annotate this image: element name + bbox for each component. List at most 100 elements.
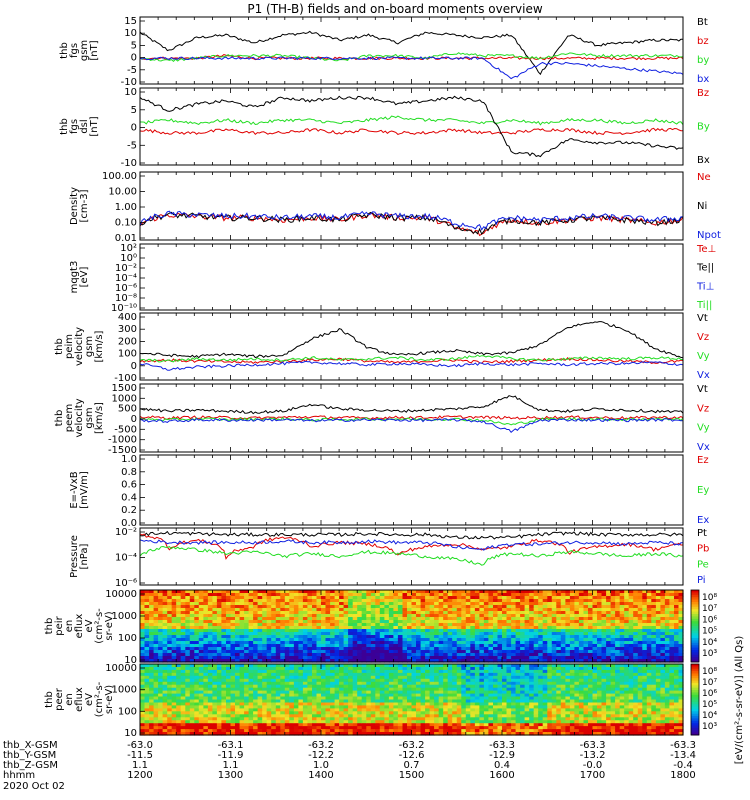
y-tick-label: 200 <box>118 336 137 347</box>
y-tick-label: -10 <box>121 77 137 88</box>
y-tick-label: 0.10 <box>115 218 137 229</box>
colorbar-tick-label: 10⁷ <box>702 678 717 688</box>
y-axis-label-line: sr-eV) <box>104 611 115 640</box>
panel-temperature: Te⊥ Te|| Ti⊥ Ti|| 10²10⁰10⁻²10⁻⁴10⁻⁶10⁻⁸10⁻¹… <box>69 243 716 314</box>
y-axis-label-line: eflux <box>74 687 85 712</box>
y-axis-label-line: eV <box>84 619 95 632</box>
y-tick-label: 400 <box>118 312 137 323</box>
y-axis-label-line: [mV/m] <box>79 471 90 509</box>
y-tick-label: 1.00 <box>115 202 137 213</box>
y-axis-label-line: thb <box>54 338 65 355</box>
x-axis-tick-value: -12.2 <box>308 750 334 761</box>
y-axis-label: thb peem velocity gsm [km/s] <box>54 398 105 437</box>
y-axis-label-line: thb <box>59 42 70 59</box>
y-axis-label-line: gsm <box>79 40 90 61</box>
x-axis-tick-value: 1600 <box>489 770 514 781</box>
y-axis-label-line: thb <box>54 410 65 427</box>
colorbar-tick-label: 10⁶ <box>702 615 717 625</box>
x-axis-tick-value: -13.2 <box>580 750 606 761</box>
legend-label-pt: Pt <box>697 528 707 539</box>
y-tick-label: -5 <box>127 65 137 76</box>
panel-frame <box>139 527 684 586</box>
panel-fgs-dsl: Bz By Bx 10 5 0 -5 -10 thb fgs dsl [nT] <box>59 87 710 169</box>
legend-label-vx: Vx <box>697 442 710 453</box>
series-line-vx <box>139 417 684 434</box>
x-axis-tick-value: 1.1 <box>223 760 239 771</box>
colorbar-tick-label: 10⁷ <box>702 604 717 614</box>
y-axis-label-line: E=-VxB <box>69 471 80 508</box>
x-axis-tick-value: -63.3 <box>489 740 515 751</box>
y-tick-label: -10 <box>121 158 137 169</box>
series-line-bx <box>139 95 684 158</box>
y-axis-label: mqgt3 [eV] <box>69 261 90 294</box>
panel-efield: Ez Ey Ex 1.0 0.8 0.60.4 0.2 0.0 E=-VxB [mV/m] <box>69 454 709 529</box>
y-tick-label: 1000 <box>112 685 137 696</box>
y-axis-label: E=-VxB [mV/m] <box>69 471 90 509</box>
y-axis-label-line: en <box>64 620 75 633</box>
legend-label-pi: Pi <box>697 575 706 586</box>
y-tick-label: 1.0 <box>121 454 137 465</box>
x-axis-tick-value: -11.5 <box>127 750 153 761</box>
y-axis-label-line: velocity <box>74 398 85 437</box>
y-tick-label: 1000 <box>112 611 137 622</box>
x-axis-tick-value: 1700 <box>580 770 605 781</box>
colorbar-tick-label: 10³ <box>702 649 717 659</box>
y-axis-label-line: [eV] <box>79 267 90 288</box>
y-tick-label: 0 <box>131 361 137 372</box>
series-line-bz <box>139 127 684 136</box>
series-line-ni <box>139 211 684 235</box>
panel-frame <box>139 171 684 241</box>
y-axis-label-line: velocity <box>74 327 85 366</box>
x-axis-tick-value: -63.3 <box>670 740 696 751</box>
y-tick-label: 10 <box>124 28 137 39</box>
y-tick-label: 15 <box>124 16 137 27</box>
x-axis-row-label: thb_Y-GSM <box>3 750 56 761</box>
series-line-vt <box>139 321 684 359</box>
series-line-vy <box>139 354 683 363</box>
y-tick-label: 0 <box>131 53 137 64</box>
panel-pressure: Pt Pb Pe Pi 10⁻² 10⁻⁴ 10⁻⁶ Pressure [nPa] <box>69 527 709 589</box>
figure-title: P1 (TH-B) fields and on-board moments ov… <box>247 2 543 16</box>
y-tick-label: 0.8 <box>121 467 137 478</box>
x-axis-tick-value: -63.3 <box>580 740 606 751</box>
y-axis-label-line: peem <box>64 404 75 432</box>
y-tick-label: 10⁻² <box>115 263 137 274</box>
y-axis-label-line: eV <box>84 693 95 706</box>
y-axis-label: Pressure [nPa] <box>69 535 90 578</box>
legend-label-ni: Ni <box>697 201 707 212</box>
y-tick-label: 10000 <box>105 663 137 674</box>
y-tick-label: -5 <box>127 140 137 151</box>
x-axis-table: thb_X-GSM -63.0 -63.1 -63.2 -63.2 -63.3 -63.3-… <box>3 740 696 792</box>
y-axis-label: thb fgs gsm [nT] <box>59 40 100 61</box>
y-tick-label: 10 <box>124 655 137 666</box>
y-tick-label: 10 <box>124 728 137 739</box>
y-axis-label-line: gsm <box>84 336 95 357</box>
heatmap-cells <box>140 590 684 663</box>
series-line-pe <box>139 545 684 566</box>
x-axis-tick-value: -63.2 <box>399 740 425 751</box>
y-axis-label-line: mqgt3 <box>69 261 80 294</box>
panel-frame <box>139 243 684 311</box>
y-tick-label: 0.6 <box>121 480 137 491</box>
legend-label-bx: Bx <box>697 155 710 166</box>
y-tick-label: 5 <box>131 40 137 51</box>
y-axis-label-line: [nPa] <box>79 543 90 569</box>
y-axis-label-line: sr-eV) <box>104 685 115 714</box>
panel-density: Ne Ni Npot 100.00 10.00 1.00 0.10 0.01 Density [c… <box>69 171 721 244</box>
x-axis-date: 2020 Oct 02 <box>3 781 65 792</box>
x-axis-tick-value: 1.1 <box>132 760 148 771</box>
colorbar-tick-label: 10³ <box>702 722 717 732</box>
series-line-pi <box>139 539 684 551</box>
y-tick-label: 0.01 <box>115 233 137 244</box>
x-axis-row-label: hhmm <box>3 770 35 781</box>
y-tick-label: 5 <box>131 105 137 116</box>
x-axis-tick-value: -63.1 <box>218 740 244 751</box>
y-axis-label-line: dsl <box>79 119 90 133</box>
y-tick-label: 100.00 <box>102 171 137 182</box>
y-axis-label: thb peim velocity gsm [km/s] <box>54 327 105 366</box>
legend-label-ne: Ne <box>697 172 711 183</box>
